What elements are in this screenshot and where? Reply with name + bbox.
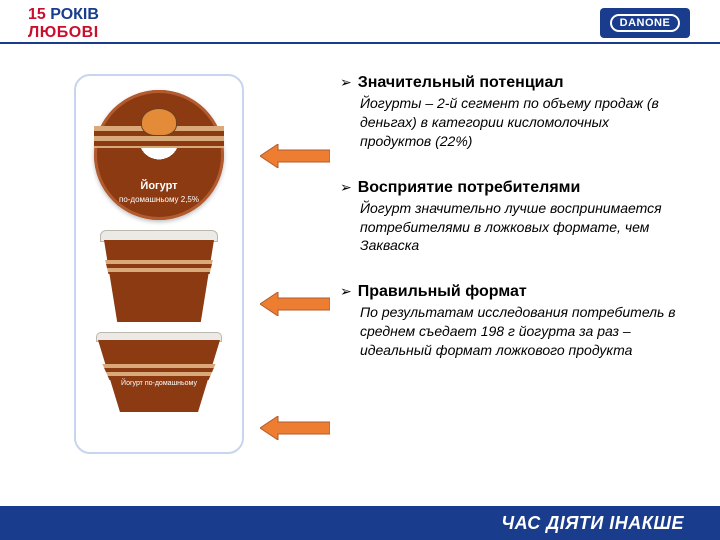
- lid-subtitle: по-домашньому 2,5%: [94, 195, 224, 204]
- product-lid: Йогурт по-домашньому 2,5%: [94, 90, 224, 220]
- bullet-heading: ➢ Восприятие потребителями: [340, 179, 684, 197]
- brand-text: DANONE: [610, 14, 681, 32]
- product-cup-tall: [94, 230, 224, 322]
- bullet-heading-text: Правильный формат: [358, 283, 527, 301]
- triangle-bullet-icon: ➢: [340, 283, 352, 300]
- arrow-left-icon: [260, 292, 330, 316]
- arrow-left-icon: [260, 416, 330, 440]
- bullet-body: По результатам исследования потребитель …: [340, 303, 684, 360]
- bullets-column: ➢ Значительный потенциал Йогурты – 2-й с…: [340, 74, 684, 388]
- anniversary-block: 15 РОКІВ ЛЮБОВІ: [28, 6, 99, 42]
- bullet-body: Йогурт значительно лучше воспринимается …: [340, 199, 684, 256]
- product-cup-wide: Йогурт по-домашньому: [94, 332, 224, 412]
- bullet-heading-text: Восприятие потребителями: [358, 179, 581, 197]
- bullet-body: Йогурты – 2-й сегмент по объему продаж (…: [340, 94, 684, 151]
- bullet-heading-text: Значительный потенциал: [358, 74, 564, 92]
- footer-slogan: ЧАС ДІЯТИ ІНАКШЕ: [501, 513, 684, 534]
- triangle-bullet-icon: ➢: [340, 74, 352, 91]
- slide-content: Йогурт по-домашньому 2,5% Йогурт по-дома…: [0, 60, 720, 500]
- arrow-left-icon: [260, 144, 330, 168]
- bullet-item: ➢ Правильный формат По результатам иссле…: [340, 283, 684, 360]
- bullet-item: ➢ Восприятие потребителями Йогурт значит…: [340, 179, 684, 256]
- bullet-heading: ➢ Значительный потенциал: [340, 74, 684, 92]
- header-bar: 15 РОКІВ ЛЮБОВІ DANONE: [0, 0, 720, 44]
- bullet-heading: ➢ Правильный формат: [340, 283, 684, 301]
- anniversary-number: 15: [28, 6, 46, 23]
- lid-title: Йогурт: [94, 180, 224, 192]
- anniversary-word: РОКІВ: [50, 6, 99, 23]
- brand-logo: DANONE: [600, 8, 690, 38]
- mascot-icon: [141, 108, 177, 136]
- triangle-bullet-icon: ➢: [340, 179, 352, 196]
- bullet-item: ➢ Значительный потенциал Йогурты – 2-й с…: [340, 74, 684, 151]
- footer-bar: ЧАС ДІЯТИ ІНАКШЕ: [0, 506, 720, 540]
- anniversary-love: ЛЮБОВІ: [28, 24, 99, 41]
- cup-label: Йогурт по-домашньому: [94, 380, 224, 387]
- product-frame: Йогурт по-домашньому 2,5% Йогурт по-дома…: [74, 74, 244, 454]
